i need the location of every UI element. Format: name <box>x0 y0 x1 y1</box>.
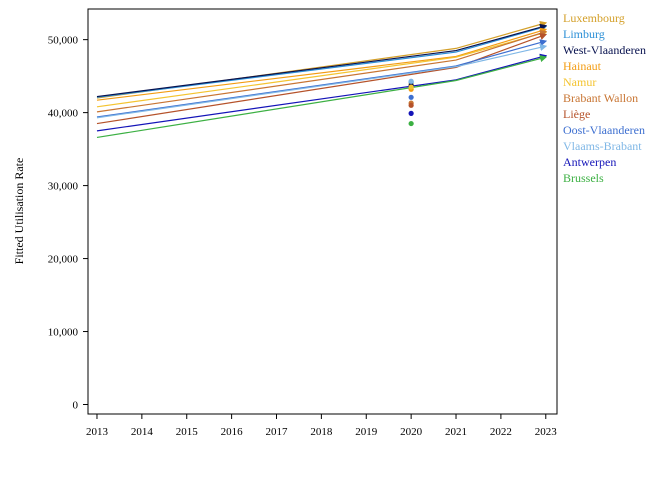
x-tick-label-2019: 2019 <box>355 426 378 438</box>
x-tick-label-2017: 2017 <box>265 426 288 438</box>
series-line-vlaams-brabant <box>96 43 548 119</box>
x-tick-label-2022: 2022 <box>490 426 512 438</box>
x-axis: 2013 2014 2015 2016 2017 2018 2019 2020 2021 2022… <box>86 414 557 438</box>
series-line-hainaut <box>96 27 548 101</box>
series-line-brabant-wallon <box>96 29 548 113</box>
y-axis: 0 10,000 20,000 30,000 40,000 50,000 <box>48 35 88 412</box>
series-line-li-ge <box>96 33 548 125</box>
series-line-brussels <box>96 55 548 139</box>
x-tick-label-2018: 2018 <box>310 426 333 438</box>
x-tick-label-2015: 2015 <box>176 426 199 438</box>
legend-item-antwerpen: Antwerpen <box>563 155 616 169</box>
legend-item-oost-vlaanderen: Oost-Vlaanderen <box>563 123 645 137</box>
legend: Luxembourg Limburg West-Vlaanderen Hainaut N… <box>563 11 646 185</box>
y-tick-label-40000: 40,000 <box>48 108 79 120</box>
series-line-limburg <box>96 24 548 98</box>
legend-item-vlaams-brabant: Vlaams-Brabant <box>563 139 642 153</box>
point-2020-oost-vlaanderen <box>408 94 414 100</box>
x-tick-label-2014: 2014 <box>131 426 154 438</box>
point-2020-antwerpen <box>408 110 414 116</box>
y-tick-label-50000: 50,000 <box>48 35 79 47</box>
point-markers <box>408 78 414 127</box>
point-2020-vlaams-brabant <box>408 78 414 84</box>
point-2020-li-ge <box>408 102 414 108</box>
x-tick-label-2023: 2023 <box>535 426 558 438</box>
legend-item-hainaut: Hainaut <box>563 59 602 73</box>
legend-item-li-ge: Liège <box>563 107 590 121</box>
y-tick-label-20000: 20,000 <box>48 254 79 266</box>
y-tick-label-10000: 10,000 <box>48 327 79 339</box>
legend-item-namur: Namur <box>563 75 596 89</box>
y-tick-label-30000: 30,000 <box>48 181 79 193</box>
point-2020-brussels <box>408 120 414 127</box>
series-lines <box>96 20 548 139</box>
legend-item-limburg: Limburg <box>563 27 605 41</box>
x-tick-label-2016: 2016 <box>221 426 244 438</box>
x-tick-label-2013: 2013 <box>86 426 109 438</box>
series-line-antwerpen <box>96 53 548 132</box>
legend-item-brabant-wallon: Brabant Wallon <box>563 91 638 105</box>
legend-item-west-vlaanderen: West-Vlaanderen <box>563 43 646 57</box>
x-tick-label-2020: 2020 <box>400 426 423 438</box>
x-tick-label-2021: 2021 <box>445 426 467 438</box>
point-2020-namur <box>408 84 414 90</box>
legend-item-luxembourg: Luxembourg <box>563 11 625 25</box>
series-line-oost-vlaanderen <box>96 39 548 118</box>
plot-area <box>87 8 558 415</box>
series-line-west-vlaanderen <box>96 23 548 98</box>
legend-item-brussels: Brussels <box>563 171 604 185</box>
y-tick-label-0: 0 <box>73 400 79 412</box>
y-axis-title: Fitted Utilisation Rate <box>12 158 26 265</box>
